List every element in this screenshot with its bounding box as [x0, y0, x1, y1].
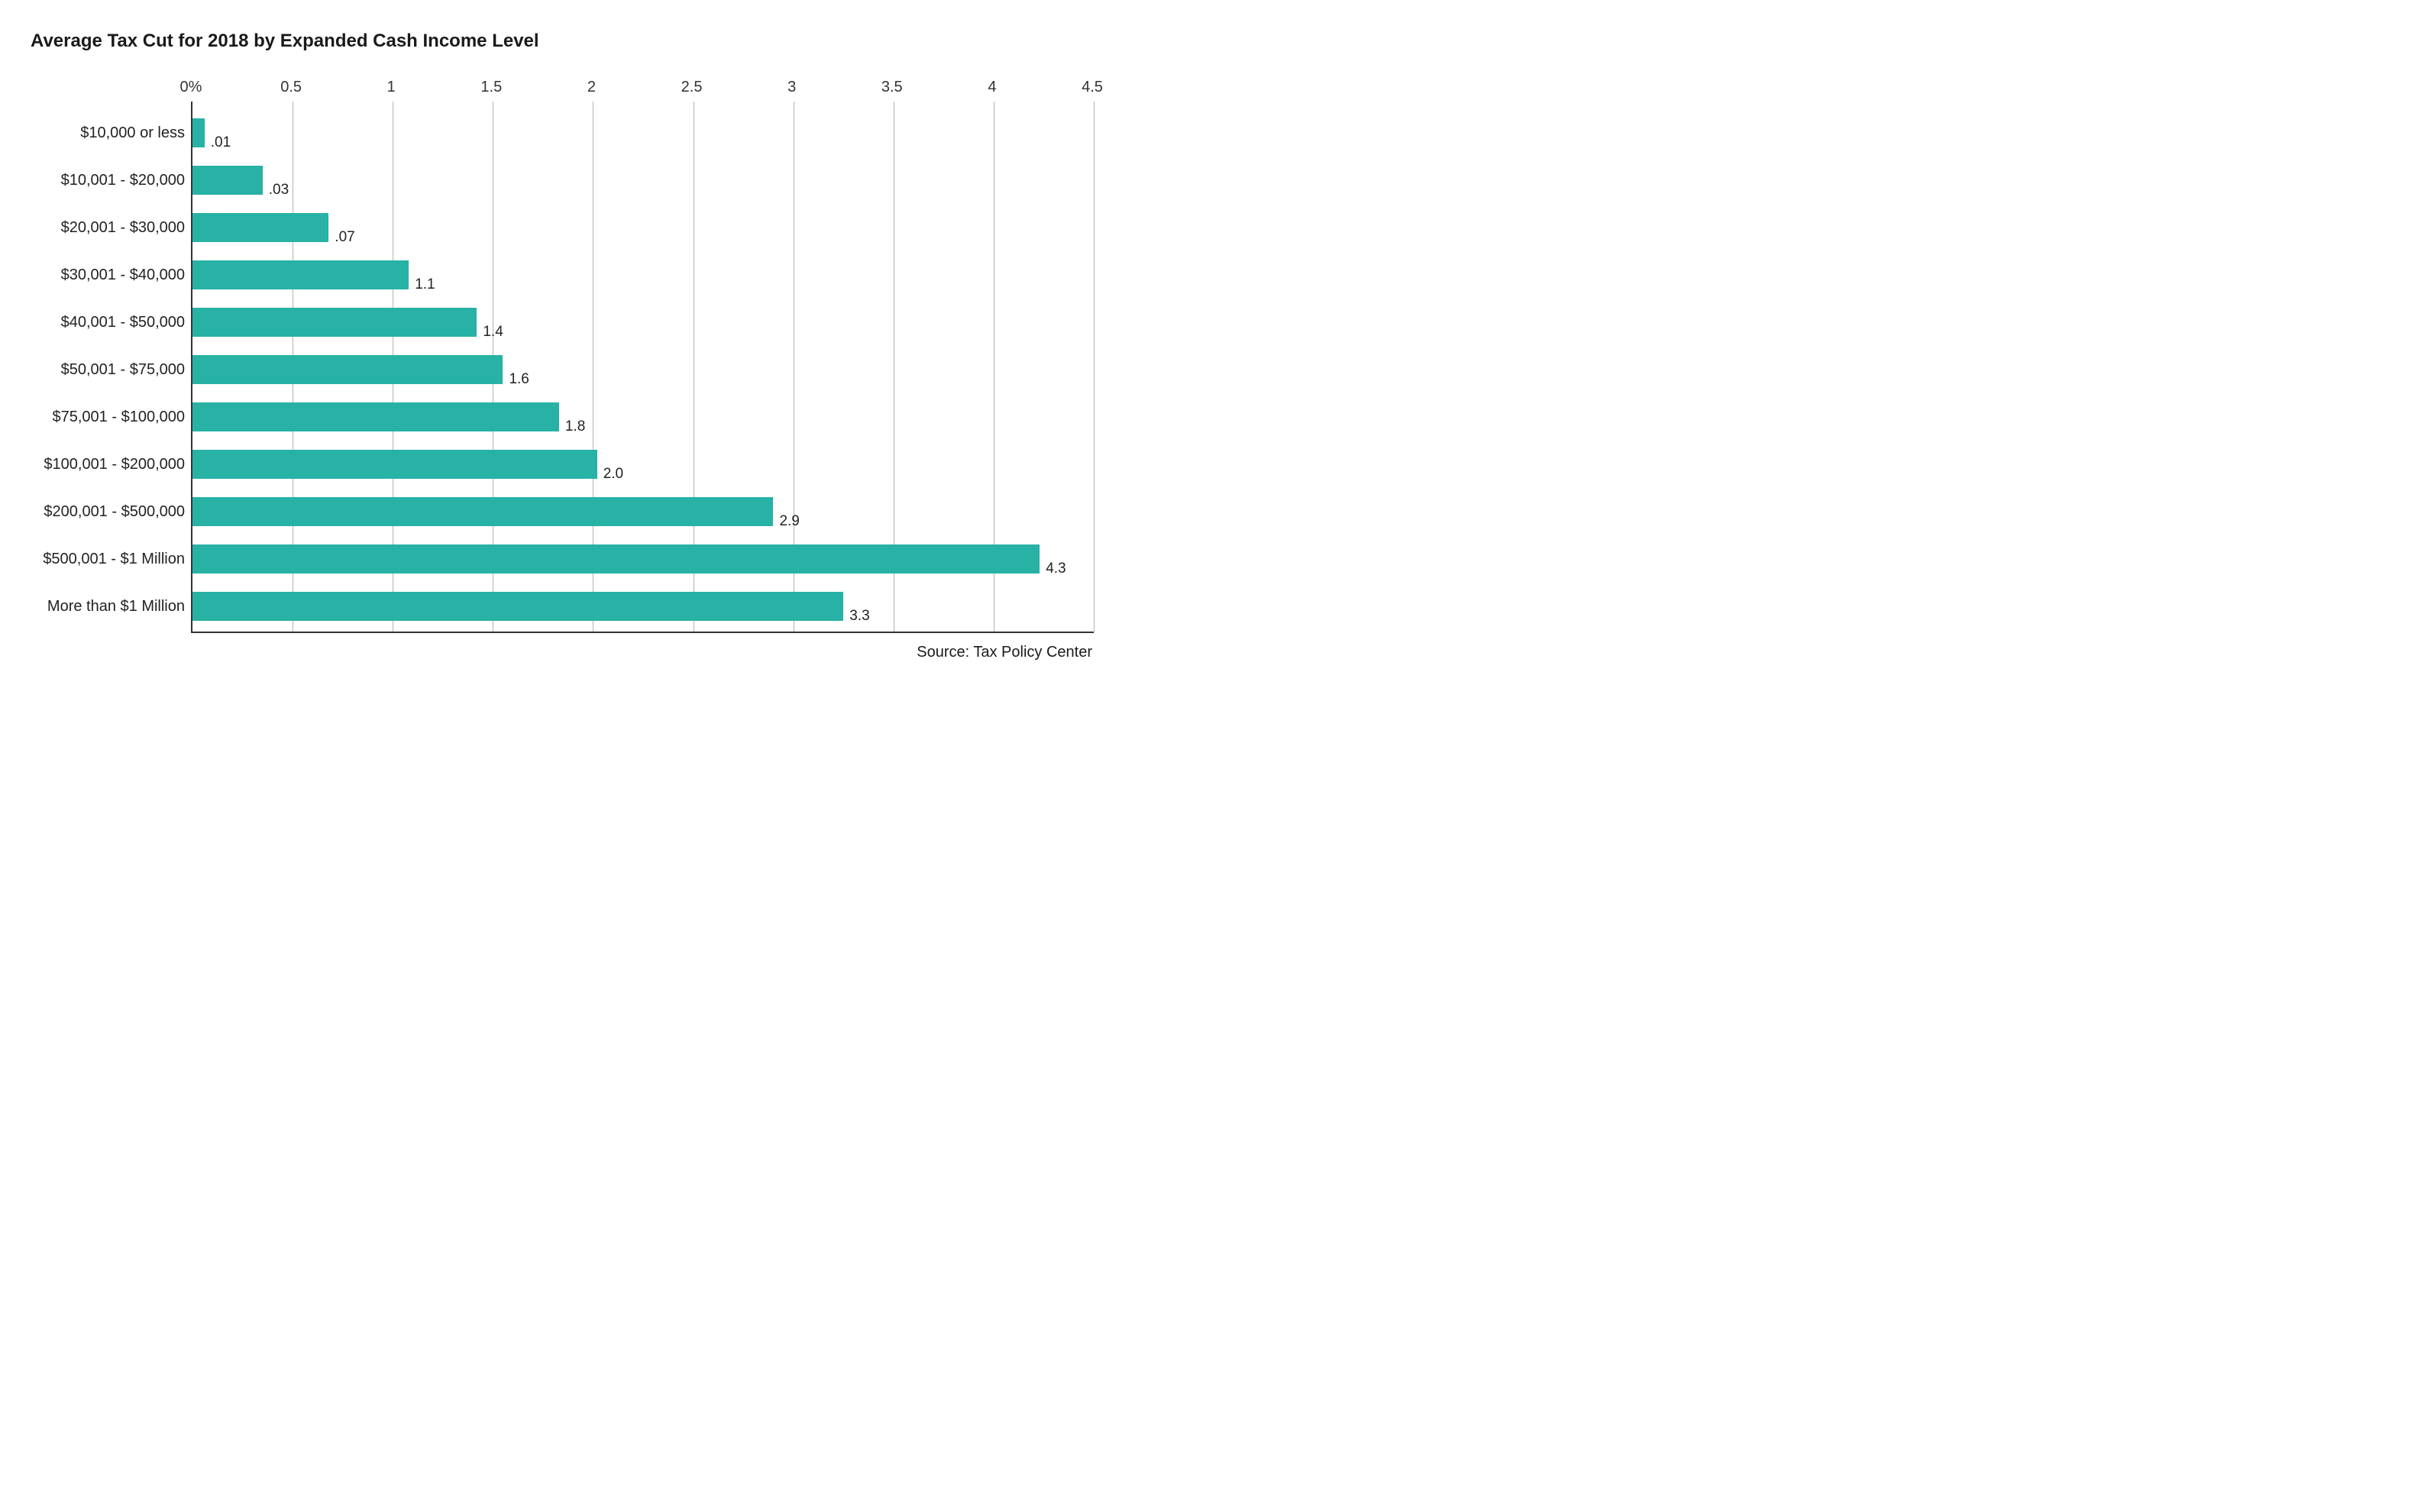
bar-row: $10,001 - $20,000.03 [192, 157, 1094, 204]
bar: 1.6 [192, 355, 503, 384]
bar-row: $200,001 - $500,0002.9 [192, 488, 1094, 535]
x-axis-ticks: 0%0.511.522.533.544.5 [191, 79, 1092, 102]
category-label: $20,001 - $30,000 [32, 220, 185, 235]
value-label: 1.8 [565, 418, 585, 435]
x-tick-label: 4 [988, 79, 996, 96]
bar: .01 [192, 118, 205, 147]
value-label: 2.0 [603, 466, 623, 483]
value-label: .07 [335, 229, 354, 246]
bar: .07 [192, 213, 328, 242]
bar: 1.8 [192, 402, 559, 431]
bar-row: $20,001 - $30,000.07 [192, 204, 1094, 251]
category-label: $500,001 - $1 Million [32, 551, 185, 567]
value-label: 1.6 [509, 371, 529, 388]
bar-row: $10,000 or less.01 [192, 102, 1094, 157]
value-label: 3.3 [849, 608, 869, 625]
category-label: $10,000 or less [32, 125, 185, 141]
value-label: 1.1 [415, 276, 435, 293]
x-tick-label: 0.5 [280, 79, 302, 96]
bar-row: $75,001 - $100,0001.8 [192, 393, 1094, 441]
chart-container: Average Tax Cut for 2018 by Expanded Cas… [0, 0, 1115, 684]
value-label: .01 [211, 134, 231, 151]
chart-area: 0%0.511.522.533.544.5 $10,000 or less.01… [31, 79, 1085, 661]
chart-title: Average Tax Cut for 2018 by Expanded Cas… [31, 31, 1085, 52]
x-tick-label: 1.5 [480, 79, 502, 96]
x-tick-label: 4.5 [1082, 79, 1103, 96]
bar-row: $40,001 - $50,0001.4 [192, 299, 1094, 346]
category-label: $75,001 - $100,000 [32, 409, 185, 425]
bar: 1.4 [192, 308, 477, 337]
category-label: $50,001 - $75,000 [32, 362, 185, 377]
bar-row: $30,001 - $40,0001.1 [192, 251, 1094, 299]
bar: 2.0 [192, 450, 597, 479]
value-label: 2.9 [779, 513, 799, 530]
value-label: .03 [269, 182, 289, 199]
x-tick-label: 3 [787, 79, 796, 96]
bar: 3.3 [192, 592, 843, 621]
bar-row: More than $1 Million3.3 [192, 583, 1094, 630]
bar: 2.9 [192, 497, 773, 526]
value-label: 1.4 [483, 324, 503, 341]
category-label: More than $1 Million [32, 599, 185, 614]
bar: 4.3 [192, 544, 1040, 573]
bar-row: $50,001 - $75,0001.6 [192, 346, 1094, 393]
gridline [1094, 102, 1095, 632]
category-label: $40,001 - $50,000 [32, 315, 185, 330]
category-label: $200,001 - $500,000 [32, 504, 185, 519]
x-tick-label: 3.5 [881, 79, 903, 96]
bar-row: $100,001 - $200,0002.0 [192, 441, 1094, 488]
category-label: $30,001 - $40,000 [32, 267, 185, 283]
bar: .03 [192, 166, 263, 195]
x-tick-label: 0% [180, 79, 202, 96]
category-label: $100,001 - $200,000 [32, 457, 185, 472]
bar: 1.1 [192, 260, 409, 289]
x-tick-label: 1 [387, 79, 396, 96]
value-label: 4.3 [1046, 561, 1066, 577]
category-label: $10,001 - $20,000 [32, 173, 185, 188]
x-tick-label: 2 [587, 79, 596, 96]
bar-row: $500,001 - $1 Million4.3 [192, 535, 1094, 583]
plot-area: $10,000 or less.01$10,001 - $20,000.03$2… [191, 102, 1094, 633]
chart-source: Source: Tax Policy Center [191, 644, 1094, 661]
x-tick-label: 2.5 [681, 79, 703, 96]
